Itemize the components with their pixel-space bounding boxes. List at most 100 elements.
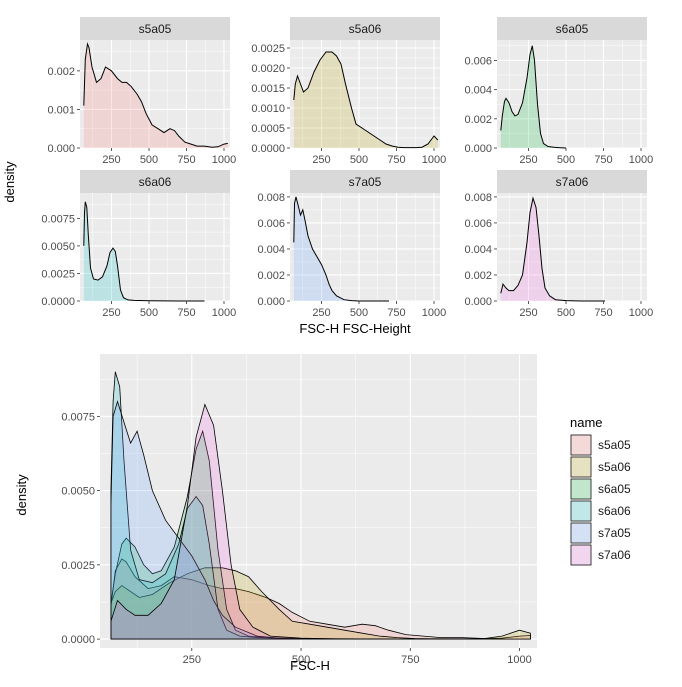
- density-area-s7a06: [500, 198, 605, 301]
- facet-strip: [497, 170, 647, 193]
- x-tick-label: 250: [519, 307, 537, 319]
- faceted-density-chart: s5a05 0.000 0.001 0.002 250 500 750 1000 s5a06 0.…: [41, 17, 653, 319]
- facet-s7a05: s7a05 0.000 0.002 0.004 0.006 0.008 250 500 750 1…: [257, 170, 446, 319]
- legend-swatch-s5a06: [570, 456, 592, 478]
- legend: name s5a05 s5a06 s6a05 s6a06 s7a05 s7a06: [570, 415, 631, 566]
- density-line-s6a06: [83, 201, 205, 302]
- legend-item-s7a05: s7a05: [570, 522, 631, 544]
- facet-strip-label: s5a05: [139, 22, 172, 36]
- y-tick-label: 0.002: [257, 270, 285, 282]
- legend-item-s6a05: s6a05: [570, 478, 631, 500]
- x-tick-label: 250: [519, 154, 537, 166]
- y-tick-label: 0.008: [464, 192, 492, 204]
- legend-item-s5a05: s5a05: [570, 434, 631, 456]
- facet-s6a06: s6a06 0.0000 0.0025 0.0050 0.0075 250 500 750 10…: [41, 170, 236, 319]
- overlay-density-s5a05: [110, 558, 531, 640]
- density-line-s6a05: [500, 45, 567, 149]
- density-line-s5a06: [293, 51, 439, 149]
- y-tick-label: 0.0000: [251, 143, 285, 155]
- x-tick-label: 250: [183, 654, 201, 666]
- y-tick-label: 0.001: [47, 104, 75, 116]
- overlay-density-s5a06: [110, 567, 531, 640]
- legend-label: s5a05: [598, 438, 631, 452]
- x-tick-label: 750: [177, 307, 195, 319]
- y-tick-label: 0.0015: [251, 83, 285, 95]
- y-tick-label: 0.0025: [61, 560, 95, 572]
- legend-swatch-s6a05: [570, 478, 592, 500]
- x-tick-label: 1000: [422, 307, 446, 319]
- density-line-s7a05: [293, 196, 389, 302]
- x-tick-label: 750: [177, 154, 195, 166]
- facet-strip: [290, 17, 440, 40]
- x-tick-label: 250: [102, 307, 120, 319]
- overlay-density-chart: 0.0000 0.0025 0.0050 0.0075 250 500 750 1000: [61, 354, 537, 666]
- legend-key-bg: [570, 456, 592, 478]
- density-area-s7a05: [293, 196, 389, 301]
- x-tick-label: 750: [594, 154, 612, 166]
- density-line-s5a05: [83, 41, 228, 148]
- y-tick-label: 0.0075: [61, 411, 95, 423]
- legend-label: s6a06: [598, 504, 631, 518]
- x-tick-label: 250: [312, 307, 330, 319]
- x-tick-label: 1000: [629, 307, 653, 319]
- density-area-s6a06: [83, 201, 205, 301]
- facet-s5a06: s5a06 0.0000 0.0005 0.0010 0.0015 0.0020 0.002…: [251, 17, 446, 166]
- density-line-s7a06: [500, 196, 605, 302]
- legend-title: name: [570, 415, 603, 430]
- y-tick-label: 0.0005: [251, 123, 285, 135]
- legend-item-s7a06: s7a06: [570, 544, 631, 566]
- y-tick-label: 0.0050: [41, 241, 75, 253]
- y-tick-label: 0.004: [257, 244, 285, 256]
- legend-key-bg: [570, 478, 592, 500]
- x-tick-label: 1000: [422, 154, 446, 166]
- legend-key-bg: [570, 500, 592, 522]
- density-area-s5a06: [293, 52, 438, 148]
- legend-item-s6a06: s6a06: [570, 500, 631, 522]
- y-tick-label: 0.006: [464, 218, 492, 230]
- facet-strip-label: s6a05: [556, 22, 589, 36]
- y-tick-label: 0.0010: [251, 103, 285, 115]
- facet-strip: [497, 17, 647, 40]
- y-tick-label: 0.0075: [41, 213, 75, 225]
- x-tick-label: 1000: [507, 654, 531, 666]
- y-tick-label: 0.000: [47, 143, 75, 155]
- x-tick-label: 750: [387, 154, 405, 166]
- density-area-s6a05: [500, 45, 566, 148]
- x-tick-label: 500: [557, 307, 575, 319]
- legend-swatch-s6a06: [570, 500, 592, 522]
- y-tick-label: 0.008: [257, 192, 285, 204]
- legend-key-bg: [570, 522, 592, 544]
- legend-label: s7a06: [598, 548, 631, 562]
- x-tick-label: 500: [350, 307, 368, 319]
- y-tick-label: 0.000: [464, 143, 492, 155]
- x-tick-label: 500: [140, 154, 158, 166]
- overlay-density-s7a05: [110, 400, 389, 640]
- facet-strip-label: s7a06: [556, 175, 589, 189]
- y-tick-label: 0.004: [464, 85, 492, 97]
- facet-strip-label: s7a05: [349, 175, 382, 189]
- x-tick-label: 750: [401, 654, 419, 666]
- top-x-axis-title: FSC-H FSC-Height: [299, 321, 411, 336]
- overlay-density-s7a06: [110, 403, 415, 640]
- x-tick-label: 250: [312, 154, 330, 166]
- facet-s6a05: s6a05 0.000 0.002 0.004 0.006 250 500 750 1000: [464, 17, 653, 166]
- x-tick-label: 750: [594, 307, 612, 319]
- legend-key-bg: [570, 434, 592, 456]
- y-tick-label: 0.000: [257, 296, 285, 308]
- x-tick-label: 250: [102, 154, 120, 166]
- y-tick-label: 0.0025: [41, 268, 75, 280]
- y-tick-label: 0.004: [464, 244, 492, 256]
- y-tick-label: 0.0000: [41, 296, 75, 308]
- top-y-axis-title: density: [2, 161, 17, 203]
- bottom-y-axis-title: density: [14, 474, 29, 516]
- y-tick-label: 0.006: [257, 218, 285, 230]
- y-tick-label: 0.0050: [61, 486, 95, 498]
- y-tick-label: 0.002: [47, 66, 75, 78]
- legend-label: s6a05: [598, 482, 631, 496]
- y-tick-label: 0.0020: [251, 63, 285, 75]
- facet-s7a06: s7a06 0.000 0.002 0.004 0.006 0.008 250 500 750 1…: [464, 170, 653, 319]
- facet-s5a05: s5a05 0.000 0.001 0.002 250 500 750 1000: [47, 17, 236, 166]
- facet-strip: [80, 170, 230, 193]
- x-tick-label: 750: [387, 307, 405, 319]
